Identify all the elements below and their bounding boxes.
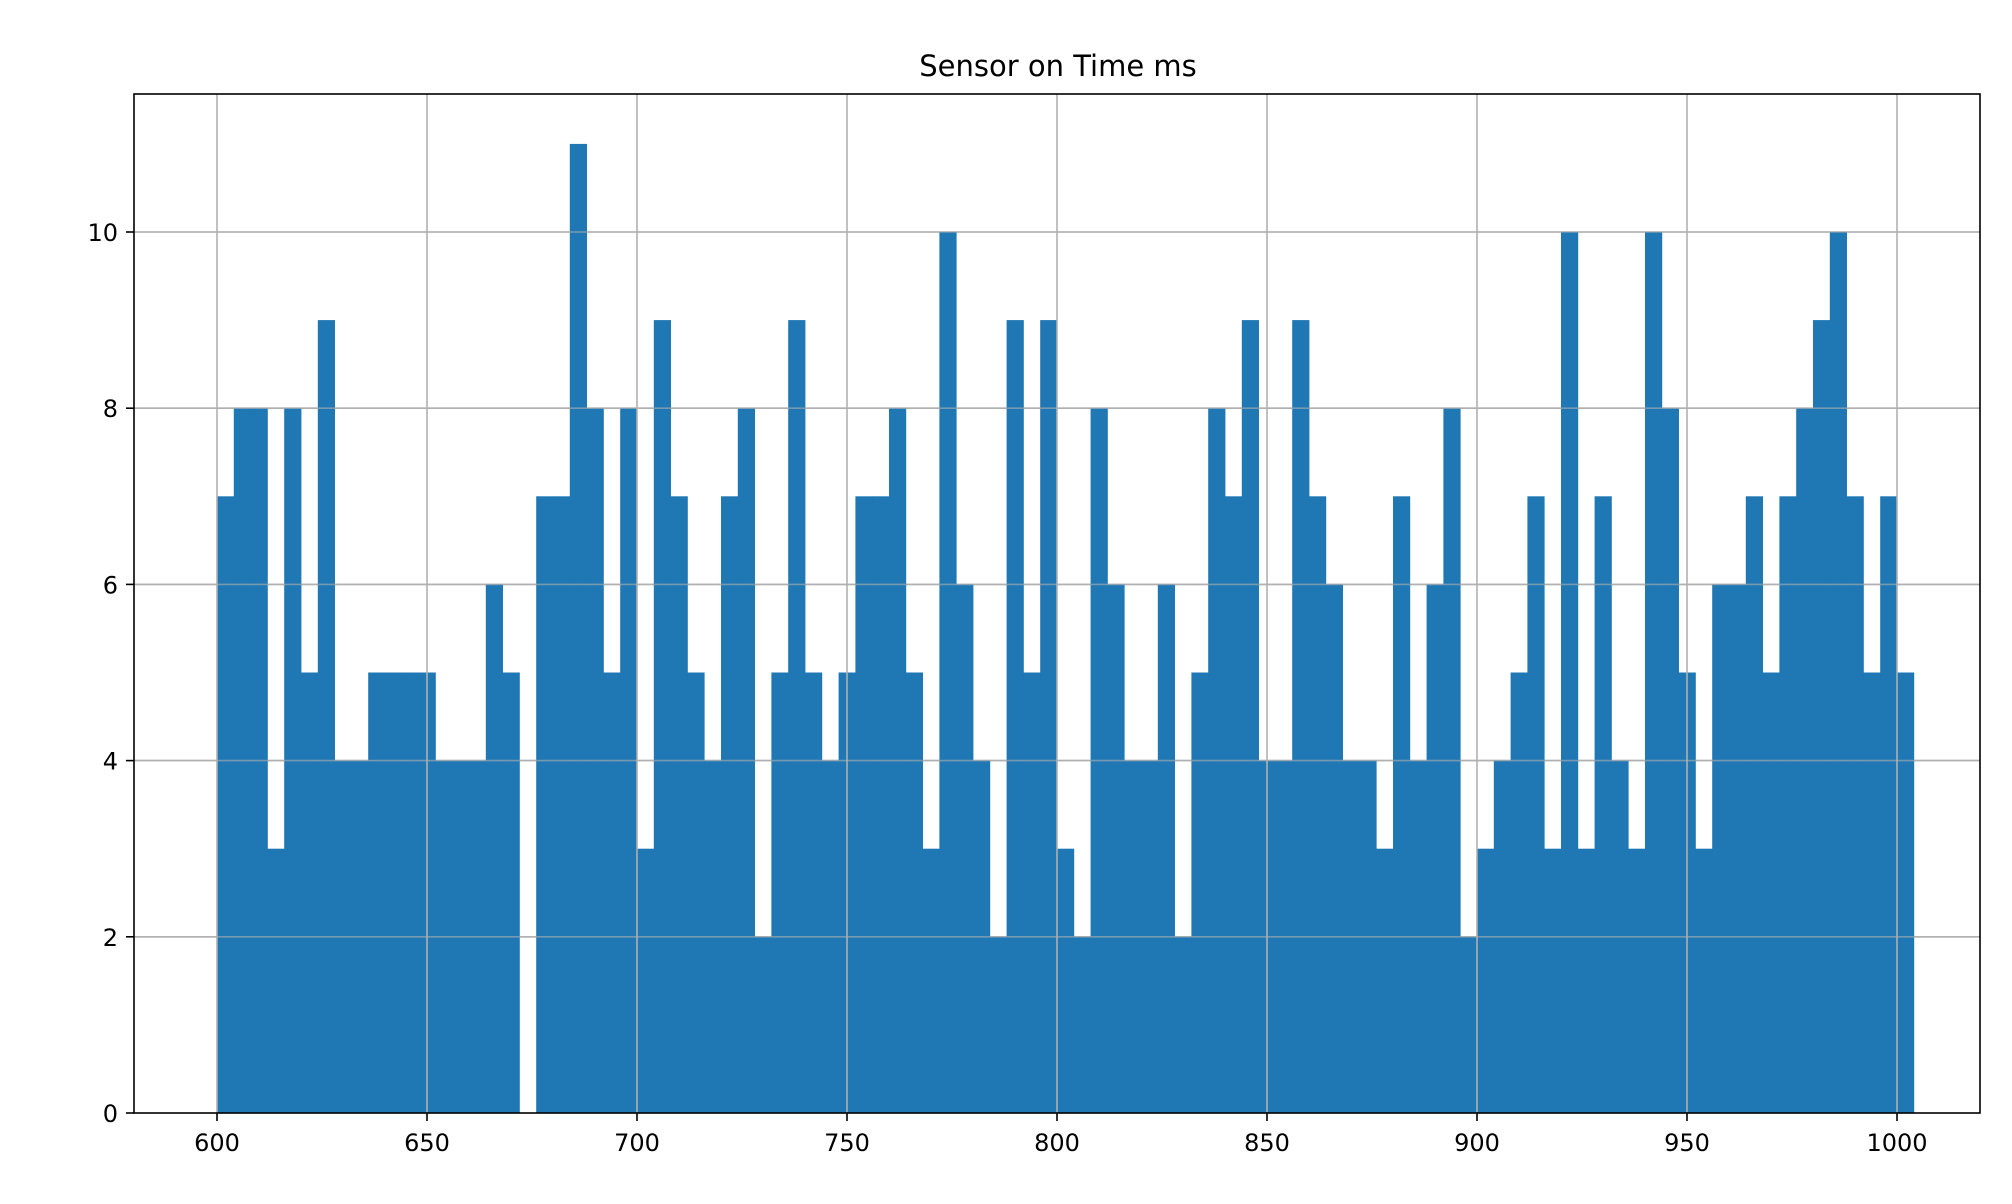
y-tick-label: 2 (103, 924, 118, 952)
x-axis: 600 650 700 750 800 850 900 950 1000 (194, 1113, 1928, 1157)
histogram-bar (1863, 672, 1881, 1113)
histogram-bar (1107, 584, 1125, 1113)
histogram-bar (1174, 936, 1192, 1113)
histogram-bar (922, 848, 940, 1113)
histogram-bar (267, 848, 285, 1113)
histogram-bar (1745, 496, 1763, 1113)
x-tick-label: 750 (824, 1129, 870, 1157)
histogram-bar (1393, 496, 1411, 1113)
histogram-bar (1880, 496, 1898, 1113)
histogram-bar (317, 320, 335, 1114)
histogram-bar (1762, 672, 1780, 1113)
y-tick-label: 4 (103, 748, 118, 776)
histogram-bar (368, 672, 386, 1113)
histogram-bar (385, 672, 403, 1113)
histogram-bar (1157, 584, 1175, 1113)
histogram-bar (1225, 496, 1243, 1113)
histogram-bar (1813, 320, 1831, 1114)
x-tick-label: 700 (614, 1129, 660, 1157)
histogram-bar (1729, 584, 1747, 1113)
chart-title: Sensor on Time ms (919, 49, 1197, 83)
histogram-bar (1460, 936, 1478, 1113)
histogram-bar (956, 584, 974, 1113)
x-tick-label: 950 (1664, 1129, 1710, 1157)
histogram-bar (1628, 848, 1646, 1113)
histogram-bar (1527, 496, 1545, 1113)
histogram-bar (1309, 496, 1327, 1113)
histogram-bar (1073, 936, 1091, 1113)
histogram-bar (1577, 848, 1595, 1113)
histogram-bar (1325, 584, 1343, 1113)
histogram-bar (1829, 232, 1847, 1113)
histogram-bar (485, 584, 503, 1113)
y-axis: 0 2 4 6 8 10 (87, 219, 134, 1128)
y-tick-label: 8 (103, 395, 118, 423)
histogram-bar (771, 672, 789, 1113)
histogram-bar (603, 672, 621, 1113)
histogram-bar (1376, 848, 1394, 1113)
y-tick-label: 0 (103, 1100, 118, 1128)
histogram-bar (670, 496, 688, 1113)
x-tick-label: 1000 (1866, 1129, 1927, 1157)
histogram-bar (401, 672, 419, 1113)
histogram-bar (1510, 672, 1528, 1113)
histogram-bar (301, 672, 319, 1113)
x-tick-label: 850 (1244, 1129, 1290, 1157)
histogram-bar (855, 496, 873, 1113)
histogram-bar (637, 848, 655, 1113)
histogram-bar (1779, 496, 1797, 1113)
x-tick-label: 800 (1034, 1129, 1080, 1157)
x-tick-label: 600 (194, 1129, 240, 1157)
histogram-bar (872, 496, 890, 1113)
histogram-bar (1544, 848, 1562, 1113)
histogram-bar (905, 672, 923, 1113)
y-tick-label: 10 (87, 219, 118, 247)
y-tick-label: 6 (103, 571, 118, 599)
histogram-bar (939, 232, 957, 1113)
histogram-bar (536, 496, 554, 1113)
x-tick-label: 900 (1454, 1129, 1500, 1157)
histogram-bar (1006, 320, 1024, 1114)
histogram-bar (1040, 320, 1058, 1114)
histogram-bar (1426, 584, 1444, 1113)
histogram-bar (1057, 848, 1075, 1113)
histogram-bar (754, 936, 772, 1113)
histogram-bar (1191, 672, 1209, 1113)
histogram-bar (788, 320, 806, 1114)
histogram-bar (1477, 848, 1495, 1113)
histogram-bar (721, 496, 739, 1113)
histogram-bar (217, 496, 235, 1113)
histogram-bars (217, 143, 1915, 1114)
histogram-bar (989, 936, 1007, 1113)
x-grid-lines (134, 94, 1980, 1113)
histogram-bar (1023, 672, 1041, 1113)
histogram-bar (1292, 320, 1310, 1114)
histogram-bar (1645, 232, 1663, 1113)
histogram-bar (805, 672, 823, 1113)
x-tick-label: 650 (404, 1129, 450, 1157)
histogram-bar (1712, 584, 1730, 1113)
histogram-bar (687, 672, 705, 1113)
histogram-bar (1561, 232, 1579, 1113)
histogram-bar (553, 496, 571, 1113)
histogram-bar (1846, 496, 1864, 1113)
histogram-bar (502, 672, 520, 1113)
histogram-bar (1897, 672, 1915, 1113)
histogram-bar (1594, 496, 1612, 1113)
histogram-bar (1241, 320, 1259, 1114)
histogram-bar (653, 320, 671, 1114)
histogram-bar (569, 143, 587, 1113)
histogram-bar (1695, 848, 1713, 1113)
